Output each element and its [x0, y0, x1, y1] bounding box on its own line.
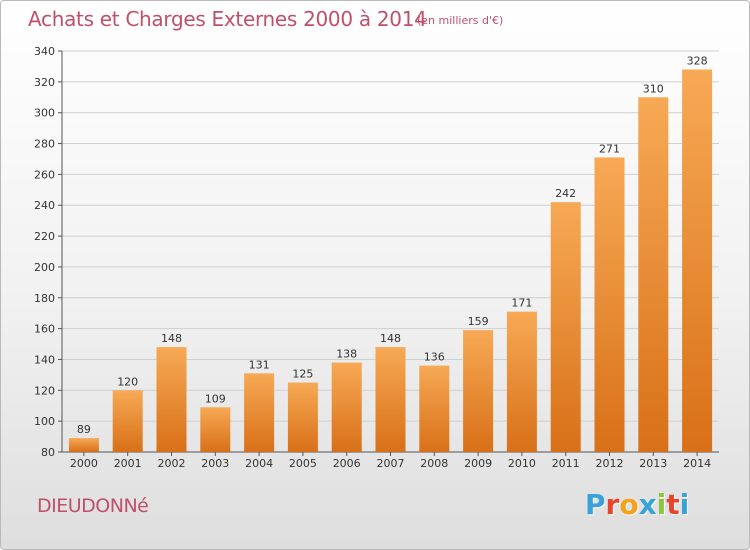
bar [287, 382, 318, 452]
logo-letter: i [656, 488, 667, 521]
chart-subtitle: (en milliers d'€) [417, 14, 504, 27]
bar [68, 438, 99, 452]
bar [506, 311, 537, 452]
logo-letter: P [585, 488, 606, 521]
y-tick-label: 220 [34, 230, 55, 243]
x-tick-label: 2013 [639, 457, 667, 470]
y-tick-label: 80 [41, 446, 55, 459]
proxiti-logo[interactable]: Proxiti [585, 488, 689, 521]
x-tick-label: 2002 [158, 457, 186, 470]
data-label: 171 [511, 297, 532, 310]
data-label: 148 [161, 332, 182, 345]
x-tick-label: 2014 [683, 457, 711, 470]
x-tick-label: 2012 [596, 457, 624, 470]
bar [463, 330, 494, 452]
logo-letter: x [638, 488, 657, 521]
data-label: 131 [249, 358, 270, 371]
data-label: 125 [292, 368, 313, 381]
logo-letter: r [605, 488, 620, 521]
bar [594, 157, 625, 452]
bar [682, 69, 713, 452]
data-label: 328 [687, 55, 708, 68]
y-tick-label: 240 [34, 199, 55, 212]
x-tick-label: 2004 [245, 457, 273, 470]
chart-title: Achats et Charges Externes 2000 à 2014 [28, 7, 427, 31]
x-tick-label: 2009 [464, 457, 492, 470]
logo-letter: t [666, 488, 680, 521]
x-tick-label: 2008 [420, 457, 448, 470]
y-tick-label: 100 [34, 415, 55, 428]
bar [375, 347, 406, 452]
data-label: 310 [643, 82, 664, 95]
x-tick-label: 2001 [114, 457, 142, 470]
y-tick-label: 260 [34, 168, 55, 181]
x-tick-label: 2006 [333, 457, 361, 470]
bars [68, 69, 713, 453]
bar [200, 407, 231, 452]
y-tick-label: 120 [34, 384, 55, 397]
data-label: 271 [599, 142, 620, 155]
y-tick-label: 180 [34, 292, 55, 305]
logo-letter: i [679, 488, 690, 521]
labels: 80 100 120 140 160 180 200 220 240 260 280 300 320 34… [34, 45, 711, 470]
data-label: 242 [555, 187, 576, 200]
bar [550, 202, 581, 452]
bar [419, 365, 450, 452]
y-tick-label: 320 [34, 76, 55, 89]
logo-letter: o [619, 488, 639, 521]
data-label: 109 [205, 392, 226, 405]
data-label: 120 [117, 375, 138, 388]
x-tick-label: 2005 [289, 457, 317, 470]
y-tick-label: 340 [34, 45, 55, 58]
y-tick-label: 300 [34, 107, 55, 120]
bar [331, 362, 362, 452]
y-tick-label: 280 [34, 138, 55, 151]
x-tick-label: 2007 [377, 457, 405, 470]
x-tick-label: 2003 [201, 457, 229, 470]
bar [244, 373, 275, 452]
bar [112, 390, 143, 452]
y-tick-label: 160 [34, 323, 55, 336]
bar [156, 347, 187, 452]
data-label: 138 [336, 348, 357, 361]
y-tick-label: 140 [34, 353, 55, 366]
commune-name: DIEUDONNé [37, 495, 149, 517]
y-tick-label: 200 [34, 261, 55, 274]
data-label: 136 [424, 351, 445, 364]
x-tick-label: 2011 [552, 457, 580, 470]
bar [638, 97, 669, 453]
data-label: 89 [77, 423, 91, 436]
x-tick-label: 2010 [508, 457, 536, 470]
data-label: 148 [380, 332, 401, 345]
data-label: 159 [468, 315, 489, 328]
x-tick-label: 2000 [70, 457, 98, 470]
